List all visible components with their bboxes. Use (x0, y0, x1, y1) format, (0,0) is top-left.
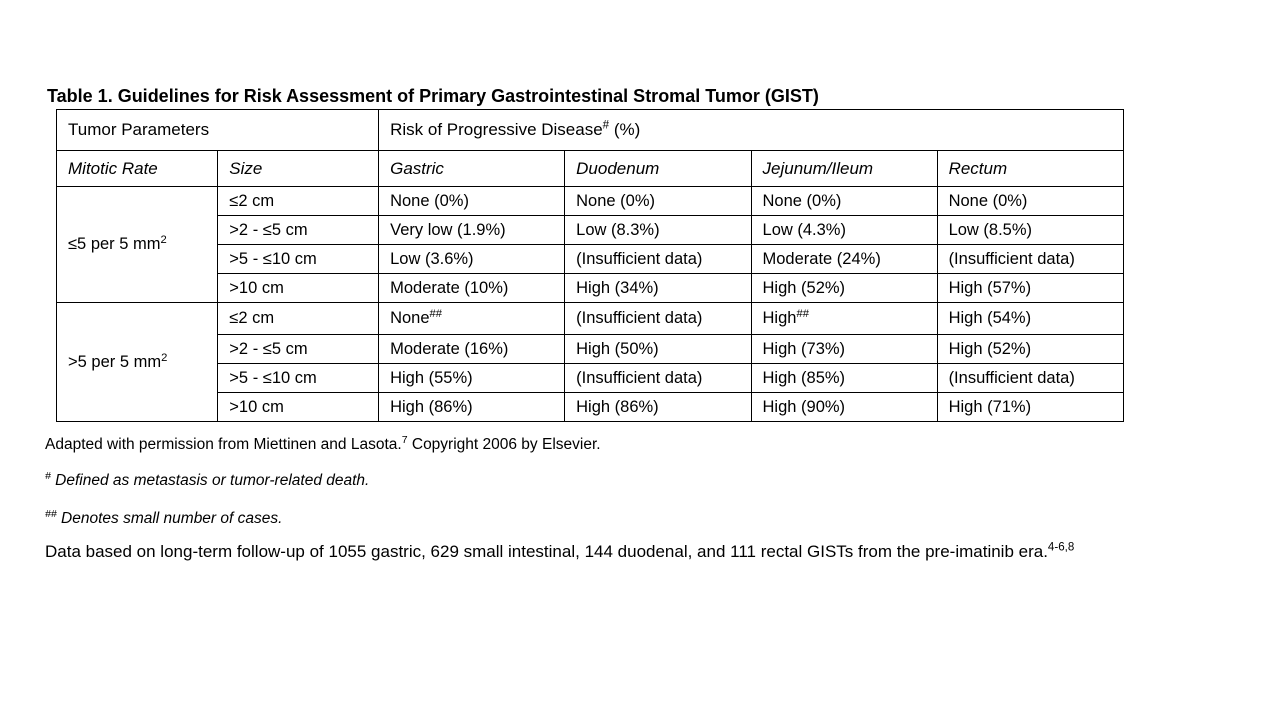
rectum-cell: High (71%) (936, 392, 1125, 422)
size-cell: >10 cm (217, 392, 380, 422)
gastric-cell: None (0%) (378, 186, 566, 216)
gastric-cell: Moderate (10%) (378, 273, 566, 303)
gastric-value: Moderate (16%) (390, 339, 509, 358)
size-cell: >5 - ≤10 cm (217, 244, 380, 274)
gastric-value: Very low (1.9%) (390, 220, 506, 239)
table-row: >5 - ≤10 cm High (55%) (Insufficient dat… (57, 363, 1125, 393)
gastric-value: None (390, 309, 430, 327)
mitotic-rate-label: ≤5 per 5 mm (68, 235, 161, 253)
gastric-value: None (0%) (390, 191, 469, 210)
duodenum-cell: Low (8.3%) (564, 215, 752, 245)
gastric-value: High (55%) (390, 368, 473, 387)
table-row: >2 - ≤5 cm Very low (1.9%) Low (8.3%) Lo… (57, 215, 1125, 245)
column-header-mitotic-rate: Mitotic Rate (55, 150, 219, 187)
hash-footnote: # Defined as metastasis or tumor-related… (45, 470, 370, 490)
table-row: >5 - ≤10 cm Low (3.6%) (Insufficient dat… (57, 244, 1125, 274)
rectum-cell: High (52%) (936, 334, 1125, 364)
jejunum-value: High (90%) (762, 397, 846, 416)
size-cell: ≤2 cm (217, 186, 380, 216)
jejunum-cell: Moderate (24%) (750, 244, 938, 274)
jejunum-cell: High (90%) (750, 392, 938, 422)
adapted-text: Adapted with permission from Miettinen a… (45, 436, 402, 453)
duodenum-cell: High (86%) (564, 392, 752, 422)
duodenum-cell: (Insufficient data) (564, 244, 752, 274)
adapted-footnote: Adapted with permission from Miettinen a… (45, 434, 601, 454)
size-cell: >2 - ≤5 cm (217, 334, 380, 364)
jejunum-cell: High (73%) (750, 334, 938, 364)
jejunum-mark: ## (796, 307, 809, 320)
hash-definition: Defined as metastasis or tumor-related d… (50, 472, 370, 489)
jejunum-value: High (85%) (762, 368, 846, 387)
jejunum-cell: None (0%) (750, 186, 938, 216)
data-source-footnote: Data based on long-term follow-up of 105… (45, 542, 1074, 562)
mitotic-rate-exponent: 2 (161, 351, 168, 364)
duodenum-cell: (Insufficient data) (564, 363, 752, 393)
table-row: ≤5 per 5 mm2 ≤2 cm None (0%) None (0%) N… (55, 186, 1125, 303)
gastric-cell: High (86%) (378, 392, 566, 422)
gastric-value: High (86%) (390, 397, 473, 416)
table-title: Table 1. Guidelines for Risk Assessment … (47, 86, 819, 106)
jejunum-cell: High## (750, 302, 938, 335)
risk-header: Risk of Progressive Disease# (%) (378, 109, 1124, 151)
jejunum-value: High (73%) (762, 339, 846, 358)
gastric-cell: Moderate (16%) (378, 334, 566, 364)
jejunum-cell: Low (4.3%) (750, 215, 938, 245)
table-row: >10 cm High (86%) High (86%) High (90%) … (57, 392, 1125, 422)
jejunum-value: None (0%) (762, 191, 842, 210)
double-hash-mark: ## (45, 508, 57, 521)
jejunum-value: Moderate (24%) (762, 249, 881, 268)
data-source-reference: 4-6,8 (1047, 541, 1075, 554)
mitotic-rate-cell: >5 per 5 mm2 (55, 302, 219, 422)
adapted-reference: 7 (401, 434, 408, 447)
jejunum-value: High (52%) (762, 278, 846, 297)
size-cell: >10 cm (217, 273, 380, 303)
mitotic-rate-exponent: 2 (160, 233, 167, 246)
rectum-cell: High (54%) (936, 302, 1125, 335)
rectum-cell: (Insufficient data) (936, 363, 1125, 393)
header-group-row: Tumor Parameters Risk of Progressive Dis… (55, 109, 1124, 151)
column-header-rectum: Rectum (936, 150, 1125, 187)
table-row: >5 per 5 mm2 ≤2 cm None## (Insufficient … (55, 302, 1125, 422)
data-source-text: Data based on long-term follow-up of 105… (45, 542, 1048, 561)
copyright-text: Copyright 2006 by Elsevier. (407, 436, 601, 453)
column-header-size: Size (217, 150, 380, 187)
rectum-cell: High (57%) (936, 273, 1125, 303)
rectum-cell: None (0%) (936, 186, 1125, 216)
size-cell: ≤2 cm (217, 302, 380, 335)
gastric-cell: Low (3.6%) (378, 244, 566, 274)
gastric-cell: Very low (1.9%) (378, 215, 566, 245)
duodenum-cell: High (34%) (564, 273, 752, 303)
duodenum-cell: None (0%) (564, 186, 752, 216)
mitotic-rate-label: >5 per 5 mm (68, 352, 162, 371)
jejunum-cell: High (85%) (750, 363, 938, 393)
column-header-duodenum: Duodenum (564, 150, 752, 187)
size-cell: >5 - ≤10 cm (217, 363, 380, 393)
gastric-cell: High (55%) (378, 363, 566, 393)
header-column-row: Mitotic Rate Size Gastric Duodenum Jejun… (55, 150, 1125, 187)
double-hash-definition: Denotes small number of cases. (56, 510, 283, 527)
column-header-jejunum-ileum: Jejunum/Ileum (750, 150, 938, 187)
rectum-cell: Low (8.5%) (936, 215, 1125, 245)
mitotic-rate-cell: ≤5 per 5 mm2 (55, 186, 219, 303)
column-header-gastric: Gastric (378, 150, 566, 187)
table-row: >10 cm Moderate (10%) High (34%) High (5… (57, 273, 1125, 303)
risk-header-unit: (%) (609, 120, 641, 139)
duodenum-cell: (Insufficient data) (564, 302, 752, 335)
risk-header-text: Risk of Progressive Disease (390, 120, 603, 139)
size-cell: >2 - ≤5 cm (217, 215, 380, 245)
rectum-cell: (Insufficient data) (936, 244, 1125, 274)
duodenum-cell: High (50%) (564, 334, 752, 364)
gastric-value: Moderate (10%) (390, 278, 509, 297)
risk-header-mark: # (602, 119, 610, 132)
tumor-parameters-header: Tumor Parameters (55, 109, 380, 151)
jejunum-cell: High (52%) (750, 273, 938, 303)
gastric-mark: ## (429, 307, 443, 320)
gist-risk-table: Tumor Parameters Risk of Progressive Dis… (55, 109, 1125, 422)
double-hash-footnote: ## Denotes small number of cases. (45, 508, 283, 528)
gastric-cell: None## (378, 302, 566, 335)
hash-mark: # (45, 470, 51, 483)
jejunum-value: Low (4.3%) (762, 220, 846, 239)
jejunum-value: High (762, 309, 797, 327)
gastric-value: Low (3.6%) (390, 249, 474, 268)
